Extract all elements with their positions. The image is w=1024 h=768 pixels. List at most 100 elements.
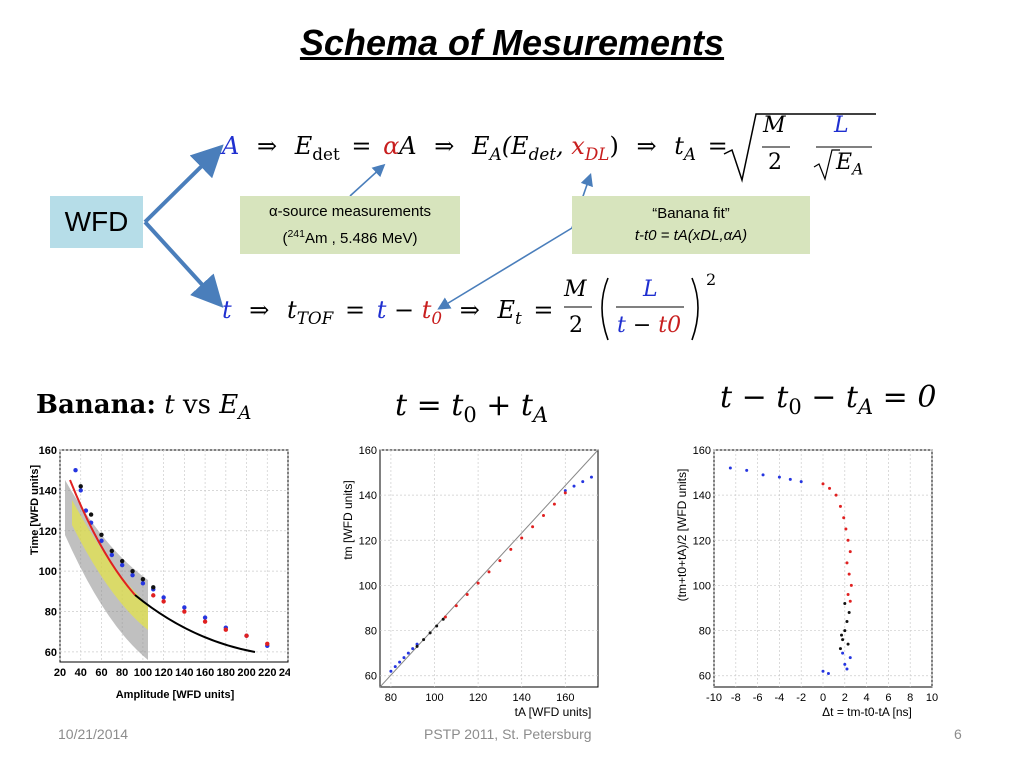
data-point xyxy=(845,561,849,565)
y-tick-label: 60 xyxy=(45,647,57,659)
data-point xyxy=(848,599,852,603)
eq-top-alphaA-A: A xyxy=(399,132,417,160)
data-point xyxy=(581,480,585,484)
eq-bot-equals-2: = xyxy=(533,296,554,324)
eq-bot-square: 2 xyxy=(706,270,717,289)
data-point xyxy=(847,611,851,615)
data-point xyxy=(841,638,845,642)
data-point xyxy=(465,592,469,596)
alpha-source-box: α-source measurements (241Am , 5.486 MeV… xyxy=(240,196,460,254)
plot2-points xyxy=(389,475,593,673)
data-point xyxy=(435,624,439,628)
data-point xyxy=(761,473,765,477)
data-point xyxy=(415,642,419,646)
data-point xyxy=(841,651,845,655)
data-point xyxy=(838,504,842,508)
eq-top-EA-den: EA xyxy=(836,150,864,179)
data-point xyxy=(847,572,851,576)
x-tick-label: 160 xyxy=(556,692,574,704)
x-tick-label: 240 xyxy=(279,667,290,679)
y-tick-label: 160 xyxy=(359,445,377,457)
x-tick-label: 120 xyxy=(469,692,487,704)
x-tick-label: 120 xyxy=(154,667,172,679)
data-point xyxy=(140,581,146,586)
banana-plot: 2040608010012014016018020022024060801001… xyxy=(30,445,290,701)
eq-bot-L: L xyxy=(643,277,658,302)
data-point xyxy=(476,581,480,585)
data-point xyxy=(552,502,556,506)
wfd-box: WFD xyxy=(50,196,143,248)
x-tick-label: 60 xyxy=(95,667,107,679)
data-point xyxy=(441,617,445,621)
y-tick-label: 100 xyxy=(359,580,377,592)
y-tick-label: 100 xyxy=(693,580,711,592)
alpha-to-eq-arrow xyxy=(349,163,386,197)
eq-top-alphaA-alpha: α xyxy=(383,132,400,160)
plot1-yellow-band xyxy=(72,500,148,630)
data-point xyxy=(589,475,593,479)
data-point xyxy=(487,570,491,574)
data-point xyxy=(849,583,853,587)
y-tick-label: 140 xyxy=(693,490,711,502)
x-tick-label: 220 xyxy=(258,667,276,679)
x-tick-label: 10 xyxy=(926,692,938,704)
eq-bot-arrow-1: ⇒ xyxy=(249,296,270,324)
plot3-points xyxy=(728,466,853,675)
y-tick-label: 160 xyxy=(39,445,57,457)
eq-top-arrow-2: ⇒ xyxy=(434,132,455,160)
data-point xyxy=(799,480,803,484)
data-point xyxy=(415,644,419,648)
data-point xyxy=(73,467,78,473)
data-point xyxy=(428,631,432,635)
data-point xyxy=(777,475,781,479)
x-tick-label: -4 xyxy=(775,692,785,704)
plot2-ylabel: tm [WFD units] xyxy=(341,480,355,559)
data-point xyxy=(406,651,410,655)
data-point xyxy=(151,593,156,598)
x-tick-label: -6 xyxy=(753,692,763,704)
data-point xyxy=(843,662,847,666)
eq-bot-Et: Et xyxy=(497,296,522,328)
x-tick-label: 200 xyxy=(237,667,255,679)
x-tick-label: 20 xyxy=(54,667,66,679)
y-tick-label: 60 xyxy=(699,671,711,683)
data-point xyxy=(202,615,208,620)
plot1-xlabel: Amplitude [WFD units] xyxy=(116,689,235,701)
data-point xyxy=(745,468,749,472)
y-tick-label: 80 xyxy=(699,626,711,638)
footer-page-number: 6 xyxy=(954,726,962,742)
eq-bot-t2: t xyxy=(376,296,387,324)
eq-bot-fraction-lines xyxy=(564,277,699,341)
y-tick-label: 100 xyxy=(39,566,57,578)
data-point xyxy=(422,638,426,642)
eq-bot-equals: = xyxy=(344,296,366,324)
data-point xyxy=(443,615,447,619)
eq-top-M: M xyxy=(763,113,786,138)
y-tick-label: 120 xyxy=(359,535,377,547)
data-point xyxy=(411,647,415,651)
data-point xyxy=(848,656,852,660)
eq-top-2: 2 xyxy=(768,150,782,175)
data-point xyxy=(119,558,125,564)
data-point xyxy=(728,466,732,470)
x-tick-label: 80 xyxy=(116,667,128,679)
data-point xyxy=(454,604,458,608)
data-point xyxy=(182,609,187,614)
data-point xyxy=(846,642,850,646)
banana-box-line2: t-t0 = tA(xDL,αA) xyxy=(634,227,748,244)
eq-top-tA: tA xyxy=(674,132,696,164)
data-point xyxy=(843,629,847,633)
data-point xyxy=(563,491,567,495)
eq-top-A: A xyxy=(222,132,240,160)
x-tick-label: 100 xyxy=(425,692,443,704)
x-tick-label: 2 xyxy=(842,692,848,704)
y-tick-label: 80 xyxy=(45,607,57,619)
banana-to-t0-arrow xyxy=(437,227,573,310)
plot3-ticks: -10 -8 -6 -4 -2 0 2 4 6 8 10 60 80 100 120 140 160 xyxy=(693,445,938,704)
eq-top-det: det xyxy=(312,143,340,164)
plot3-title: t − t0 − tA = 0 xyxy=(720,380,937,419)
data-point xyxy=(78,488,83,493)
plot2-title: t = t0 + tA xyxy=(395,388,549,427)
x-tick-label: 40 xyxy=(75,667,87,679)
data-point xyxy=(821,482,825,486)
